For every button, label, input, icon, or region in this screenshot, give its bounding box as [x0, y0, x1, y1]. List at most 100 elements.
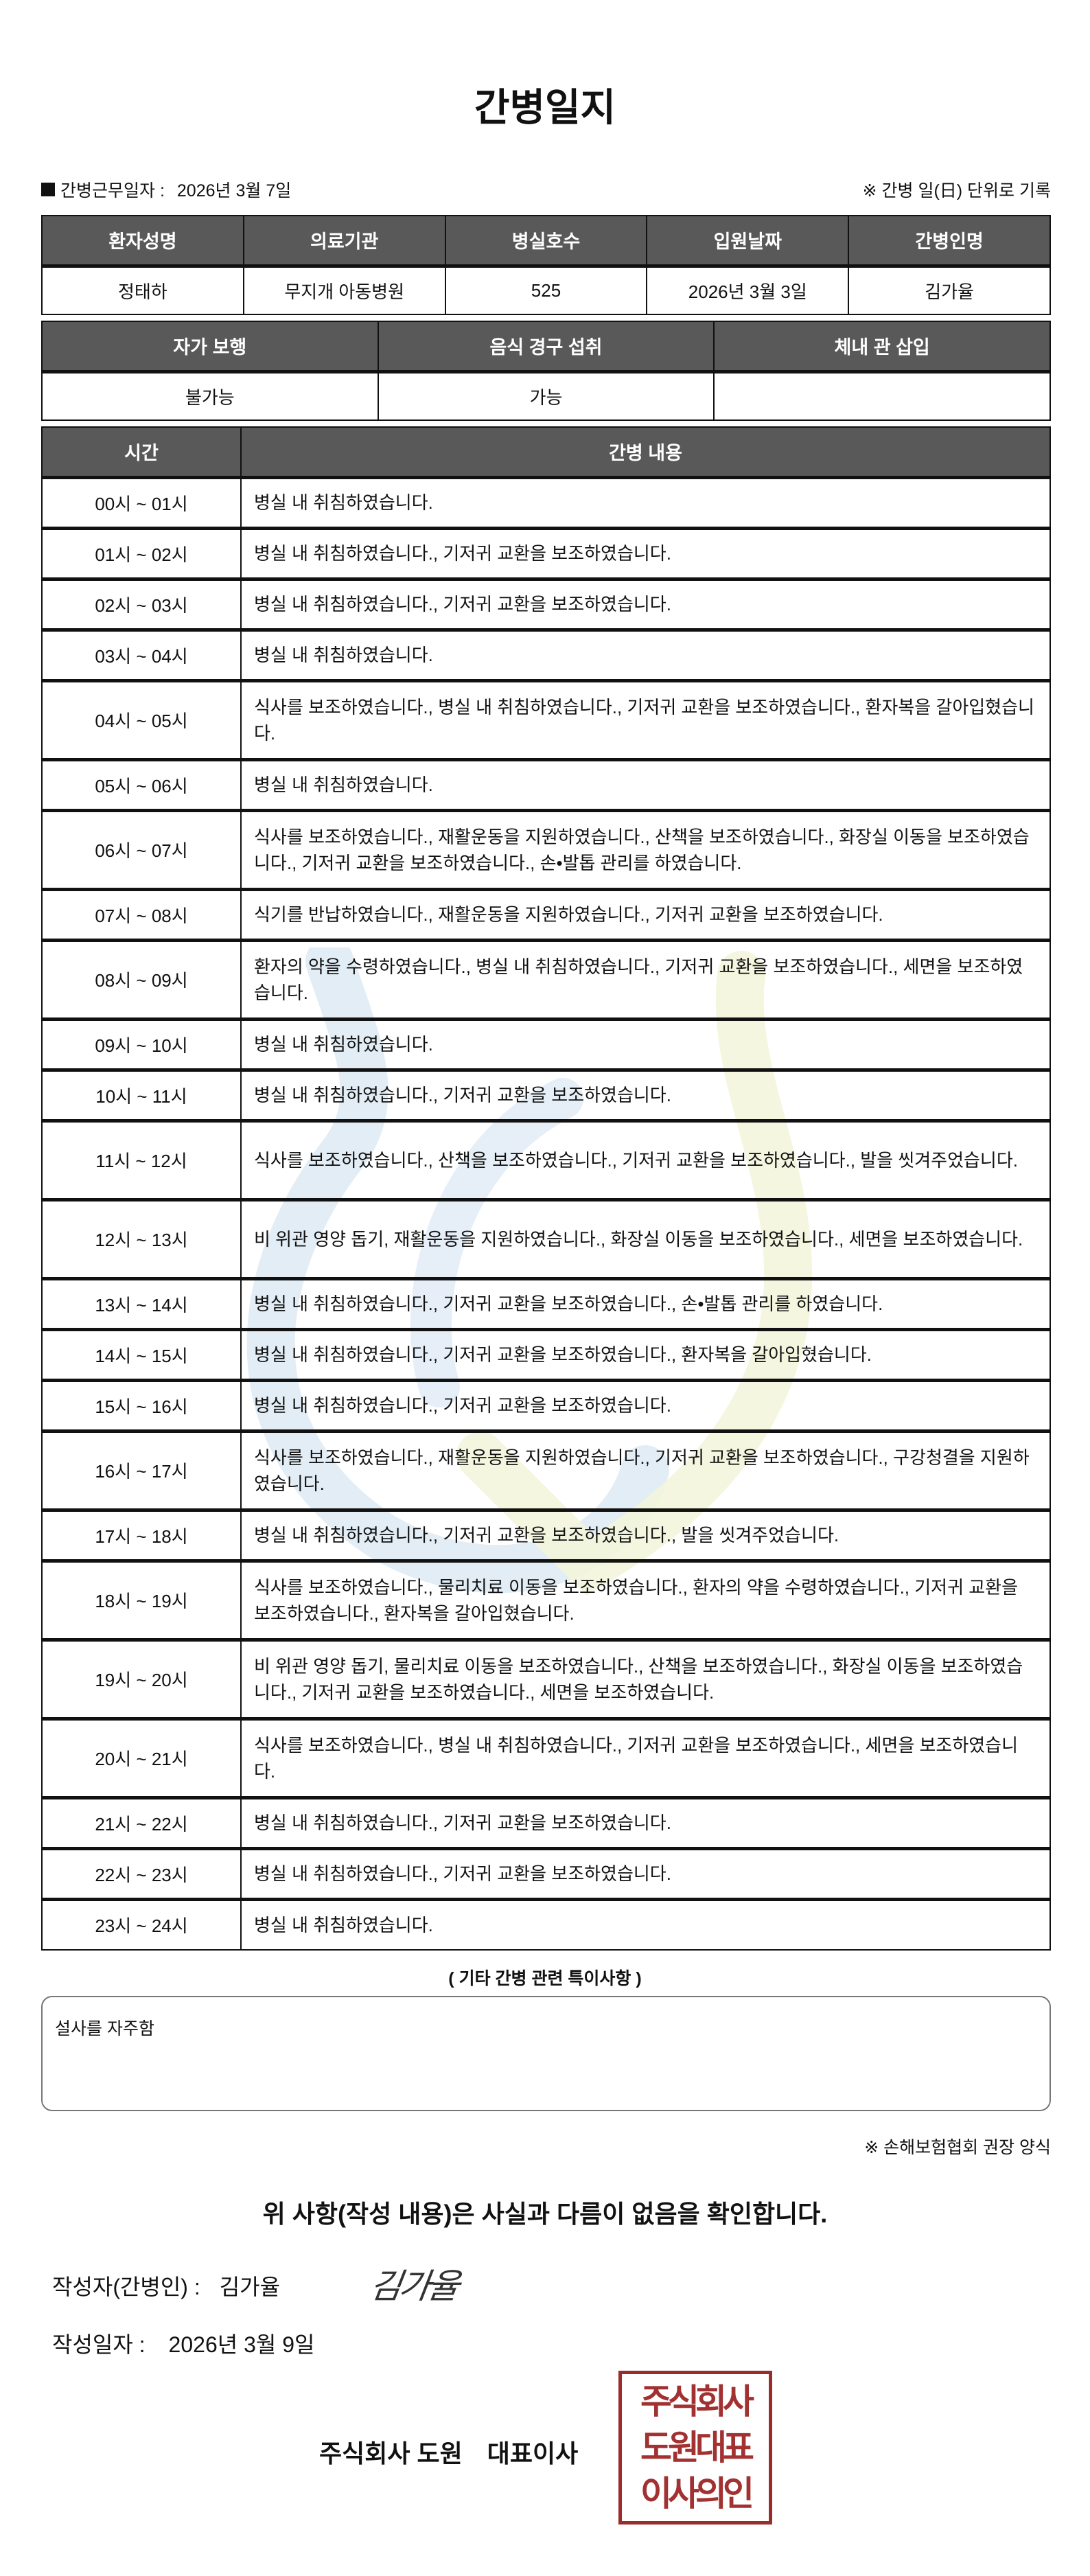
stamp-line: 이사의인 — [640, 2474, 754, 2514]
header-patient-name: 환자성명 — [41, 215, 244, 268]
notes-heading: ( 기타 간병 관련 특이사항 ) — [448, 1969, 642, 1988]
table-row: 19시 ~ 20시 비 위관 영양 돕기, 물리치료 이동을 보조하였습니다., … — [41, 1637, 1051, 1719]
time-cell: 07시 ~ 08시 — [41, 887, 242, 941]
table-row: 11시 ~ 12시 식사를 보조하였습니다., 산책을 보조하였습니다., 기저귀… — [41, 1118, 1051, 1200]
content-cell: 식사를 보조하였습니다., 병실 내 취침하였습니다., 기저귀 교환을 보조하… — [240, 678, 1051, 760]
time-cell: 20시 ~ 21시 — [41, 1716, 242, 1798]
time-cell: 02시 ~ 03시 — [41, 577, 242, 630]
header-room: 병실호수 — [444, 215, 648, 268]
table-row: 16시 ~ 17시 식사를 보조하였습니다., 재활운동을 지원하였습니다., 기… — [41, 1429, 1051, 1510]
patient-name: 정태하 — [41, 265, 244, 315]
time-cell: 04시 ~ 05시 — [41, 678, 242, 760]
content-cell: 식사를 보조하였습니다., 물리치료 이동을 보조하였습니다., 환자의 약을 … — [240, 1559, 1051, 1640]
content-cell: 병실 내 취침하였습니다., 기저귀 교환을 보조하였습니다., 손•발톱 관리… — [240, 1276, 1051, 1330]
table-row: 22시 ~ 23시 병실 내 취침하였습니다., 기저귀 교환을 보조하였습니다. — [41, 1846, 1051, 1900]
content-cell: 병실 내 취침하였습니다. — [240, 757, 1051, 811]
content-cell: 식사를 보조하였습니다., 재활운동을 지원하였습니다., 산책을 보조하였습니… — [240, 808, 1051, 890]
content-cell: 병실 내 취침하였습니다., 기저귀 교환을 보조하였습니다., 발을 씻겨주었… — [240, 1508, 1051, 1561]
table-row: 18시 ~ 19시 식사를 보조하였습니다., 물리치료 이동을 보조하였습니다.… — [41, 1559, 1051, 1640]
table-row: 08시 ~ 09시 환자의 약을 수령하였습니다., 병실 내 취침하였습니다.,… — [41, 938, 1051, 1020]
content-cell: 식사를 보조하였습니다., 병실 내 취침하였습니다., 기저귀 교환을 보조하… — [240, 1716, 1051, 1798]
table-row: 23시 ~ 24시 병실 내 취침하였습니다. — [41, 1897, 1051, 1951]
time-cell: 03시 ~ 04시 — [41, 628, 242, 681]
content-cell: 병실 내 취침하였습니다. — [240, 1017, 1051, 1070]
header-content: 간병 내용 — [240, 426, 1051, 479]
writer-label: 작성자(간병인) : — [52, 2275, 200, 2299]
company-line: 주식회사 도원 대표이사 — [319, 2434, 578, 2470]
table-row: 01시 ~ 02시 병실 내 취침하였습니다., 기저귀 교환을 보조하였습니다. — [41, 526, 1051, 579]
tube-value — [713, 371, 1051, 421]
content-cell: 병실 내 취침하였습니다. — [240, 1897, 1051, 1951]
notes-text: 설사를 자주함 — [55, 2019, 154, 2038]
content-cell: 비 위관 영양 돕기, 물리치료 이동을 보조하였습니다., 산책을 보조하였습… — [240, 1637, 1051, 1719]
info-row: 간병근무일자 : 2026년 3월 7일 ※ 간병 일(日) 단위로 기록 — [41, 177, 1051, 202]
stamp-line: 도원대표 — [640, 2428, 754, 2467]
table-row: 09시 ~ 10시 병실 내 취침하였습니다. — [41, 1017, 1051, 1070]
time-cell: 12시 ~ 13시 — [41, 1197, 242, 1279]
table-row: 15시 ~ 16시 병실 내 취침하였습니다., 기저귀 교환을 보조하였습니다. — [41, 1378, 1051, 1431]
content-cell: 식사를 보조하였습니다., 재활운동을 지원하였습니다., 기저귀 교환을 보조… — [240, 1429, 1051, 1510]
company-name: 주식회사 도원 — [319, 2439, 463, 2468]
time-cell: 16시 ~ 17시 — [41, 1429, 242, 1510]
written-date-line: 작성일자 : 2026년 3월 9일 — [52, 2327, 314, 2359]
header-caregiver: 간병인명 — [848, 215, 1051, 268]
header-time: 시간 — [41, 426, 242, 479]
written-date: 2026년 3월 9일 — [168, 2332, 315, 2357]
writer-line: 작성자(간병인) : 김가율 — [52, 2270, 280, 2301]
time-cell: 06시 ~ 07시 — [41, 808, 242, 890]
square-bullet-icon — [41, 183, 55, 196]
table-row: 13시 ~ 14시 병실 내 취침하였습니다., 기저귀 교환을 보조하였습니다.… — [41, 1276, 1051, 1330]
table-row: 05시 ~ 06시 병실 내 취침하였습니다. — [41, 757, 1051, 811]
table-row: 07시 ~ 08시 식기를 반납하였습니다., 재활운동을 지원하였습니다., 기… — [41, 887, 1051, 941]
handwritten-signature: 김가율 — [367, 2266, 460, 2306]
form-source-note: ※ 손해보험협회 권장 양식 — [864, 2138, 1051, 2157]
time-cell: 23시 ~ 24시 — [41, 1897, 242, 1951]
table-row: 14시 ~ 15시 병실 내 취침하였습니다., 기저귀 교환을 보조하였습니다.… — [41, 1327, 1051, 1381]
time-cell: 00시 ~ 01시 — [41, 475, 242, 529]
company-title: 대표이사 — [487, 2439, 579, 2468]
care-log-table: 시간 간병 내용 00시 ~ 01시 병실 내 취침하였습니다. 01시 ~ 02시… — [41, 426, 1051, 1951]
stamp-line: 주식회사 — [640, 2382, 754, 2421]
content-cell: 병실 내 취침하였습니다., 기저귀 교환을 보조하였습니다. — [240, 1378, 1051, 1431]
time-cell: 01시 ~ 02시 — [41, 526, 242, 579]
header-institution: 의료기관 — [242, 215, 446, 268]
table-row: 17시 ~ 18시 병실 내 취침하였습니다., 기저귀 교환을 보조하였습니다.… — [41, 1508, 1051, 1561]
time-cell: 11시 ~ 12시 — [41, 1118, 242, 1200]
table-row: 03시 ~ 04시 병실 내 취침하였습니다. — [41, 628, 1051, 681]
patient-status-table: 자가 보행 음식 경구 섭취 체내 관 삽입 불가능 가능 — [41, 321, 1051, 421]
time-cell: 08시 ~ 09시 — [41, 938, 242, 1020]
table-row: 06시 ~ 07시 식사를 보조하였습니다., 재활운동을 지원하였습니다., 산… — [41, 808, 1051, 890]
company-seal-stamp: 주식회사 도원대표 이사의인 — [618, 2371, 772, 2525]
header-walking: 자가 보행 — [41, 321, 379, 373]
time-cell: 09시 ~ 10시 — [41, 1017, 242, 1070]
header-oral-intake: 음식 경구 섭취 — [377, 321, 715, 373]
institution: 무지개 아동병원 — [242, 265, 446, 315]
table-row: 00시 ~ 01시 병실 내 취침하였습니다. — [41, 475, 1051, 529]
content-cell: 병실 내 취침하였습니다., 기저귀 교환을 보조하였습니다. — [240, 1846, 1051, 1900]
header-tube: 체내 관 삽입 — [713, 321, 1051, 373]
time-cell: 22시 ~ 23시 — [41, 1846, 242, 1900]
time-cell: 13시 ~ 14시 — [41, 1276, 242, 1330]
content-cell: 병실 내 취침하였습니다. — [240, 628, 1051, 681]
admission-date: 2026년 3월 3일 — [646, 265, 850, 315]
walking-value: 불가능 — [41, 371, 379, 421]
content-cell: 병실 내 취침하였습니다., 기저귀 교환을 보조하였습니다. — [240, 577, 1051, 630]
confirmation-statement: 위 사항(작성 내용)은 사실과 다름이 없음을 확인합니다. — [262, 2200, 828, 2228]
content-cell: 환자의 약을 수령하였습니다., 병실 내 취침하였습니다., 기저귀 교환을 … — [240, 938, 1051, 1020]
time-cell: 14시 ~ 15시 — [41, 1327, 242, 1381]
work-date-label: 간병근무일자 : — [60, 181, 165, 200]
writer-name: 김가율 — [219, 2275, 281, 2299]
content-cell: 식사를 보조하였습니다., 산책을 보조하였습니다., 기저귀 교환을 보조하였… — [240, 1118, 1051, 1200]
content-cell: 병실 내 취침하였습니다. — [240, 475, 1051, 529]
room-number: 525 — [444, 265, 648, 315]
content-cell: 병실 내 취침하였습니다., 기저귀 교환을 보조하였습니다. — [240, 526, 1051, 579]
time-cell: 19시 ~ 20시 — [41, 1637, 242, 1719]
content-cell: 병실 내 취침하였습니다., 기저귀 교환을 보조하였습니다. — [240, 1068, 1051, 1121]
content-cell: 비 위관 영양 돕기, 재활운동을 지원하였습니다., 화장실 이동을 보조하였… — [240, 1197, 1051, 1279]
time-cell: 05시 ~ 06시 — [41, 757, 242, 811]
time-cell: 17시 ~ 18시 — [41, 1508, 242, 1561]
content-cell: 식기를 반납하였습니다., 재활운동을 지원하였습니다., 기저귀 교환을 보조… — [240, 887, 1051, 941]
patient-info-table: 환자성명 의료기관 병실호수 입원날짜 간병인명 정태하 무지개 아동병원 52… — [41, 215, 1051, 315]
caregiver-name: 김가율 — [848, 265, 1051, 315]
page-title: 간병일지 — [474, 86, 616, 129]
